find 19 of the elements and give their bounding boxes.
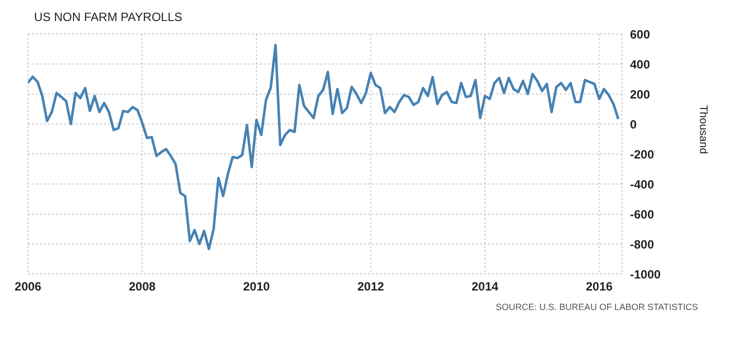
y-tick-label: -800 (630, 237, 654, 252)
line-series (28, 44, 620, 250)
y-tick-label: 0 (630, 117, 637, 132)
x-tick-label: 2016 (586, 280, 613, 294)
y-tick-label: 400 (630, 57, 650, 72)
chart-title: US NON FARM PAYROLLS (34, 10, 182, 24)
y-tick-label: -200 (630, 147, 654, 162)
y-tick-label: 200 (630, 87, 650, 102)
y-tick-label: -600 (630, 207, 654, 222)
source-note: SOURCE: U.S. BUREAU OF LABOR STATISTICS (496, 302, 698, 312)
x-tick-label: 2006 (14, 280, 42, 294)
y-tick-label: 600 (630, 27, 650, 42)
y-tick-label: -1000 (630, 267, 662, 282)
y-tick-label: -400 (630, 177, 654, 192)
x-tick-label: 2014 (472, 280, 499, 294)
y-axis-title: Thousand (697, 105, 710, 154)
x-tick-label: 2010 (243, 280, 270, 294)
x-tick-label: 2008 (128, 280, 156, 294)
x-tick-label: 2012 (357, 280, 384, 294)
